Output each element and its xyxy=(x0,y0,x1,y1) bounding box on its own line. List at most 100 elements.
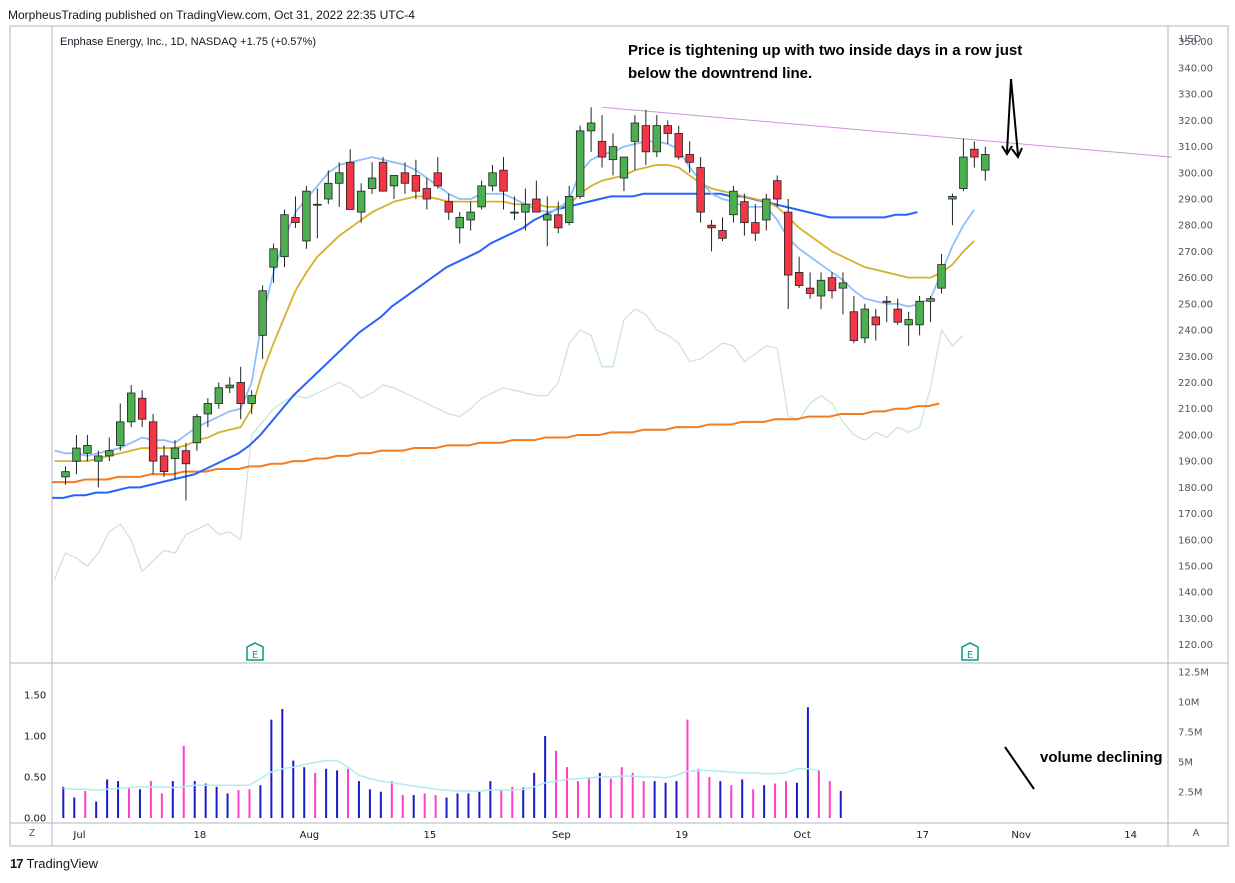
candle-body-down xyxy=(499,169,508,192)
candle xyxy=(367,162,377,194)
earnings-icon xyxy=(961,642,979,661)
candle xyxy=(707,219,716,252)
candle xyxy=(510,196,519,220)
candle-body-up xyxy=(302,190,311,242)
time-axis[interactable]: Jul 18 Aug 15 Sep 19 Oct 17 Nov 14 xyxy=(72,830,1137,841)
candle-body-up xyxy=(356,190,366,213)
candle-body-down xyxy=(532,198,541,213)
time-tick-label: 17 xyxy=(916,830,929,841)
candle-body-down xyxy=(784,211,793,276)
candle-body-down xyxy=(674,133,683,158)
candle xyxy=(422,178,432,210)
candle-body-down xyxy=(970,148,979,158)
candle-body-up xyxy=(61,471,70,478)
earnings-icon xyxy=(246,642,264,661)
auto-scale-button[interactable]: A xyxy=(1192,828,1200,839)
candle xyxy=(674,125,683,160)
candle xyxy=(532,180,541,213)
candle-body-up xyxy=(816,279,826,297)
candle xyxy=(586,107,596,152)
ticker-legend[interactable]: Enphase Energy, Inc., 1D, NASDAQ +1.75 (… xyxy=(60,36,316,48)
candle xyxy=(444,193,453,220)
candle-body-up xyxy=(170,447,180,459)
candle-body-up xyxy=(203,403,213,415)
price-tick-label: 230.00 xyxy=(1178,352,1213,363)
candle xyxy=(214,382,223,409)
candle xyxy=(915,296,924,336)
timezone-toggle-button[interactable]: Z xyxy=(28,828,36,839)
price-tick-label: 200.00 xyxy=(1178,430,1213,441)
candle-body-up xyxy=(729,190,738,216)
candle-body-down xyxy=(893,308,902,323)
candle-body-up xyxy=(937,264,946,289)
candle xyxy=(948,193,957,226)
price-tick-label: 150.00 xyxy=(1178,562,1213,573)
candle-body-up xyxy=(367,177,377,189)
candle-body-up xyxy=(762,198,771,221)
candle-body-down xyxy=(148,421,158,462)
candle xyxy=(378,157,388,192)
time-tick-label: 15 xyxy=(423,830,436,841)
candle-body-up xyxy=(510,211,519,214)
time-tick-label: Nov xyxy=(1011,830,1031,841)
candle xyxy=(816,272,826,310)
candle-body-down xyxy=(236,382,245,404)
candle-body-down xyxy=(137,397,147,420)
candle xyxy=(663,120,672,144)
candle xyxy=(565,185,574,226)
candle xyxy=(718,217,727,241)
price-tick-label: 170.00 xyxy=(1178,509,1213,520)
candle-body-up xyxy=(575,130,585,197)
earnings-marker: E xyxy=(246,642,264,661)
price-tick-label: 350.00 xyxy=(1178,37,1213,48)
candle-body-down xyxy=(871,316,880,326)
candle xyxy=(411,159,421,200)
candle xyxy=(280,209,289,268)
price-axis[interactable]: 350.00 340.00 330.00 320.00 310.00 300.00 290.… xyxy=(1178,37,1213,651)
candle xyxy=(345,149,355,210)
candle xyxy=(302,185,311,249)
rs-line xyxy=(53,308,964,580)
candlestick-layer xyxy=(61,107,990,501)
candle-body-up xyxy=(882,300,891,303)
candle xyxy=(838,272,848,315)
price-tick-label: 190.00 xyxy=(1178,457,1213,468)
sma-50-line xyxy=(52,192,918,499)
candle-body-down xyxy=(554,214,563,229)
candle xyxy=(619,156,629,192)
candle-body-down xyxy=(707,224,716,229)
price-tick-label: 240.00 xyxy=(1178,326,1213,337)
candle xyxy=(455,212,464,244)
candle-body-down xyxy=(345,161,355,210)
volume-tick-label: 0.50 xyxy=(24,773,46,784)
price-tick-label: 120.00 xyxy=(1178,640,1213,651)
candle xyxy=(433,157,442,189)
volume-right-tick-label: 2.5M xyxy=(1178,788,1203,799)
candle xyxy=(105,437,114,462)
price-tick-label: 330.00 xyxy=(1178,90,1213,101)
price-tick-label: 140.00 xyxy=(1178,588,1213,599)
candle-body-up xyxy=(225,384,234,389)
candle-body-up xyxy=(565,195,574,224)
price-tick-label: 250.00 xyxy=(1178,299,1213,310)
candle xyxy=(630,115,640,171)
candle xyxy=(291,196,300,228)
candle-body-down xyxy=(378,161,388,192)
candle xyxy=(652,115,661,158)
candle xyxy=(313,188,322,239)
candle xyxy=(696,157,705,223)
candle xyxy=(127,385,136,428)
outer-border xyxy=(9,25,1229,847)
volume-right-tick-label: 7.5M xyxy=(1178,728,1203,739)
price-tick-label: 290.00 xyxy=(1178,195,1213,206)
candle xyxy=(389,175,399,200)
candle xyxy=(400,162,410,194)
candle xyxy=(72,434,81,475)
price-tick-label: 300.00 xyxy=(1178,168,1213,179)
candle xyxy=(784,199,793,310)
currency-label: USD xyxy=(1180,34,1202,45)
downtrend-line xyxy=(602,106,1172,158)
candle xyxy=(116,403,125,451)
candle-body-down xyxy=(849,311,859,341)
volume-annotation: volume declining xyxy=(1040,749,1163,766)
